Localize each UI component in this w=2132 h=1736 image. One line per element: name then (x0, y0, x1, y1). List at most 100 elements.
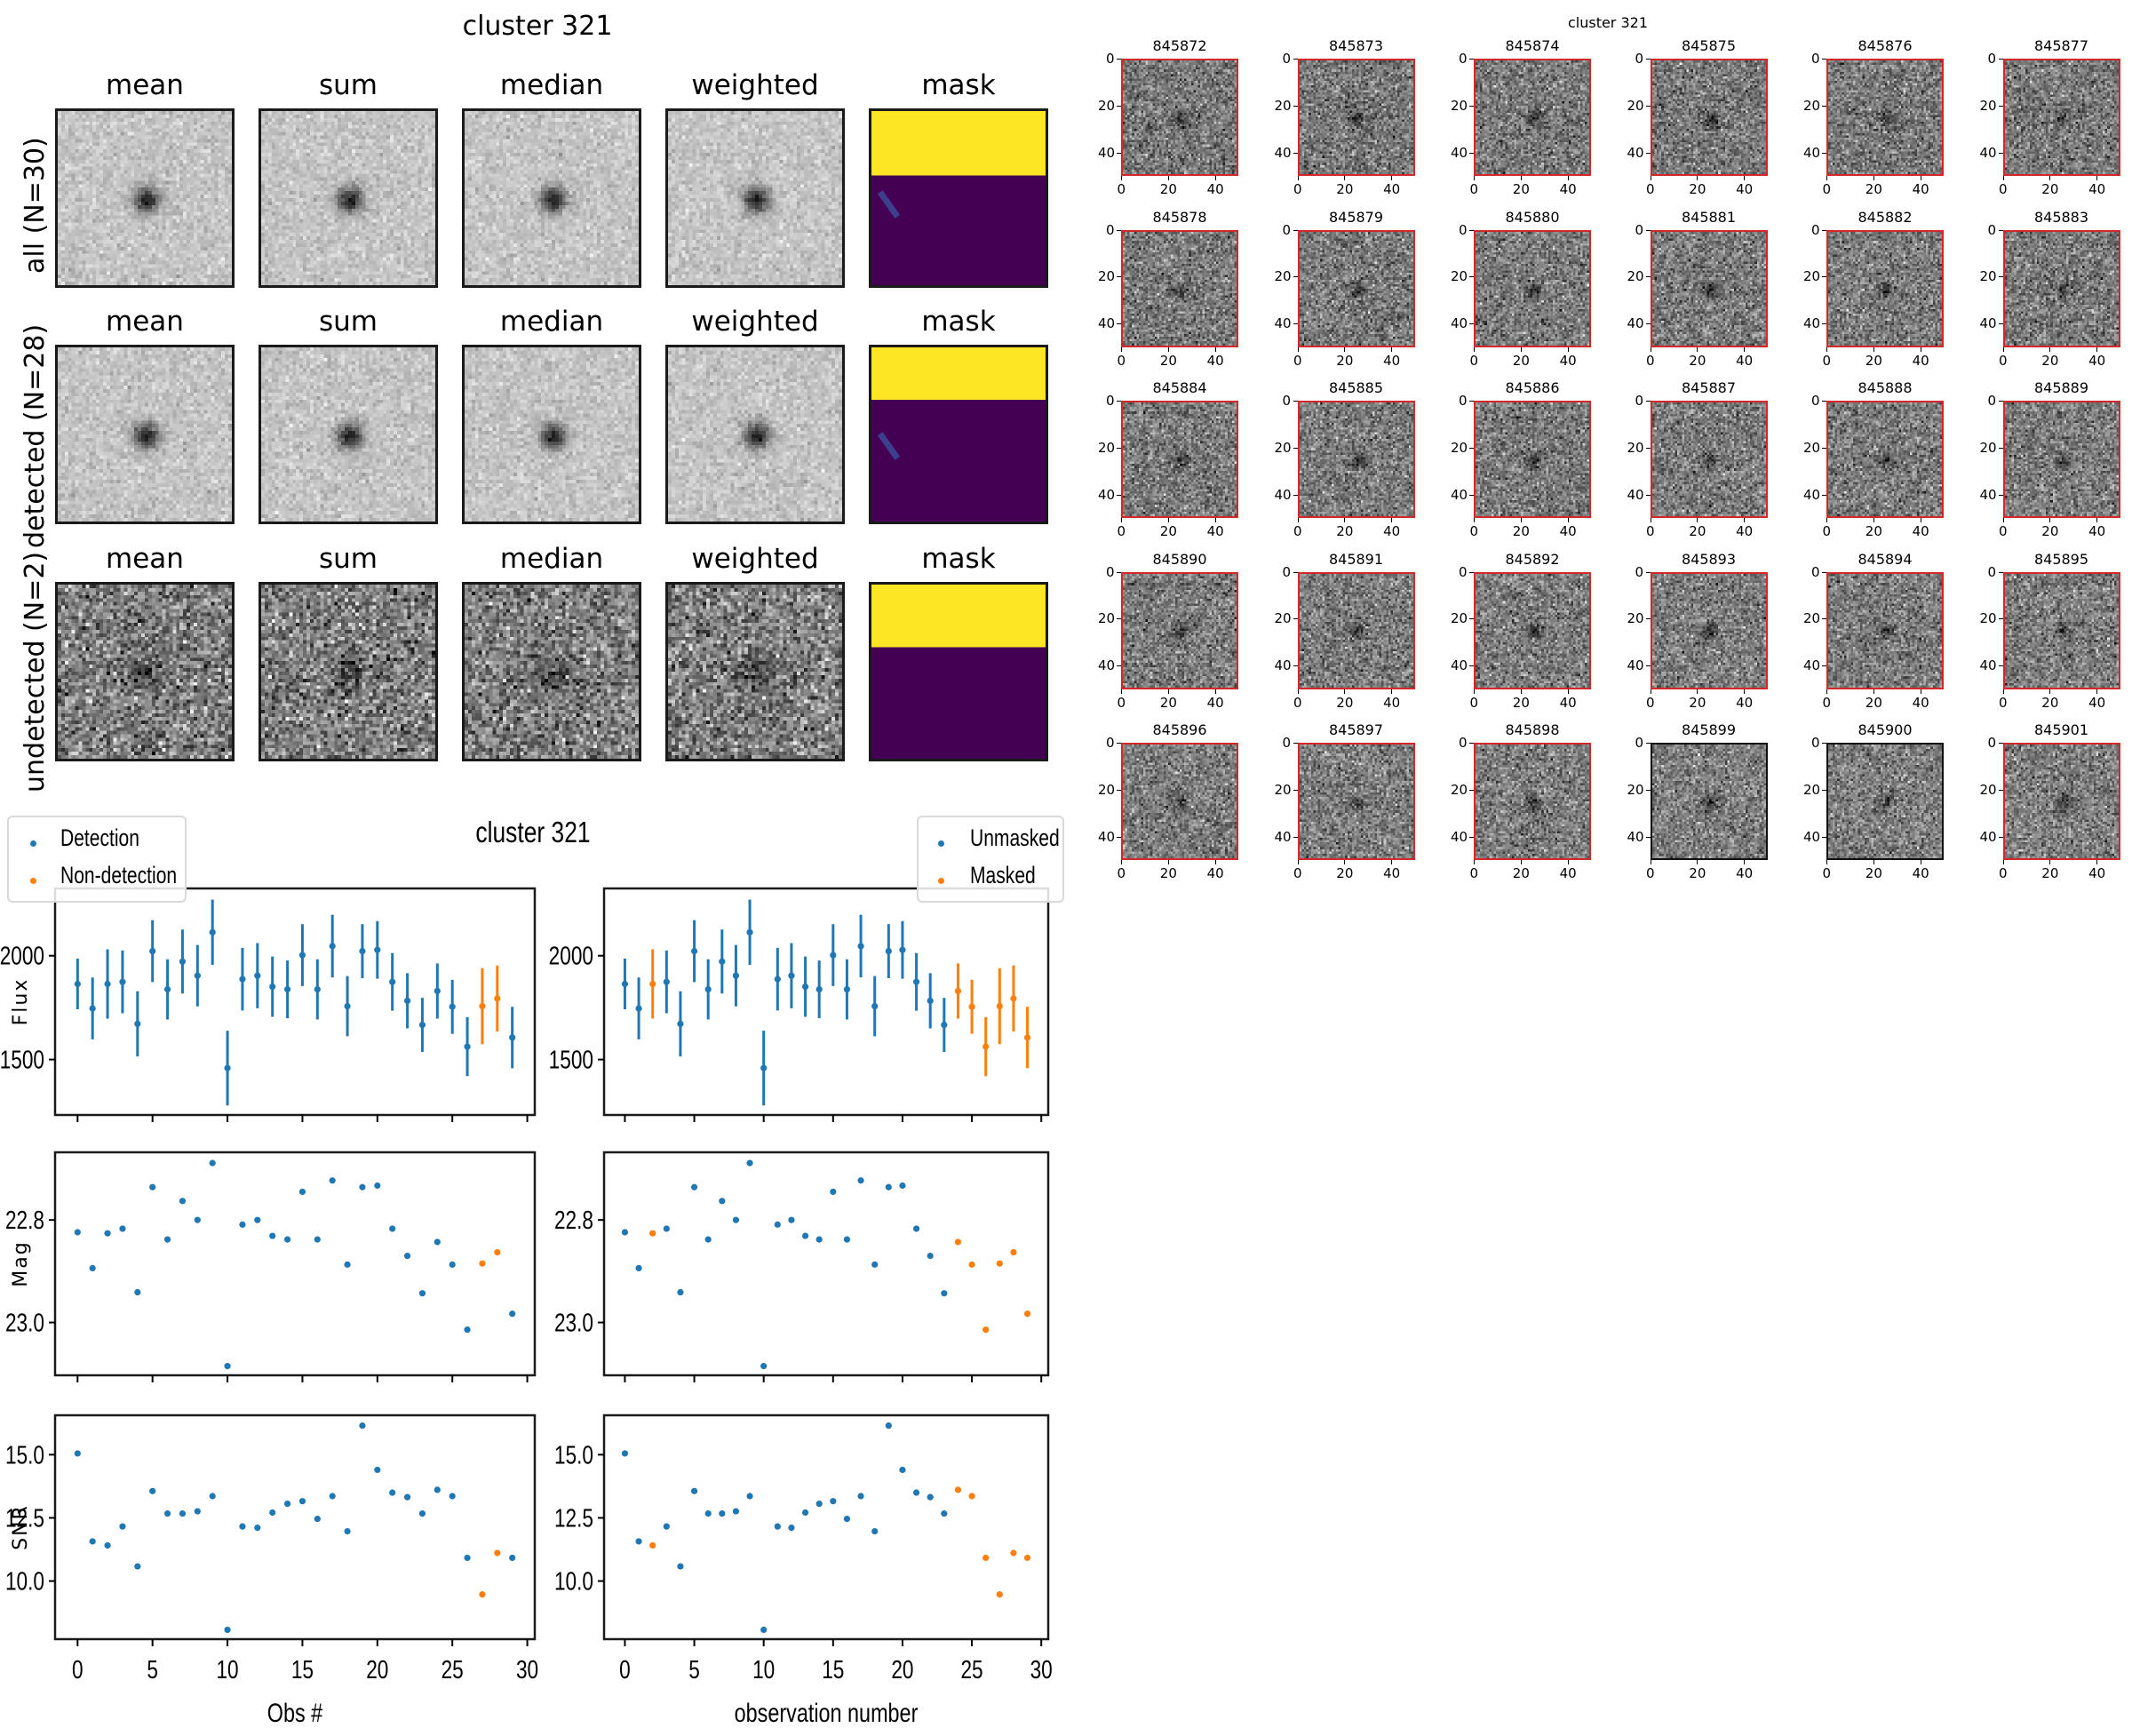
stamp-image-detected[interactable] (1650, 229, 1768, 347)
stamp-image-detected[interactable] (2002, 229, 2120, 347)
data-point (134, 1563, 141, 1570)
stamp-image-detected[interactable] (1650, 401, 1768, 518)
stamp-ytick (1469, 789, 1474, 791)
stamp-image-detected[interactable] (1121, 59, 1238, 176)
stamp-image-detected[interactable] (1121, 743, 1238, 860)
stamp-xtick-label: 20 (1159, 181, 1177, 197)
data-point (283, 985, 291, 993)
data-point (649, 1230, 656, 1237)
data-point (719, 958, 726, 965)
stamp-pixels (2004, 573, 2119, 688)
data-point (815, 985, 823, 993)
stamp-xtick (1697, 346, 1698, 352)
stamp-image-detected[interactable] (1297, 571, 1415, 689)
stamp-ytick (1822, 105, 1826, 107)
ylabel: Flux (10, 978, 32, 1026)
stamp-ytick (1998, 618, 2003, 620)
stamp-ytick (1293, 105, 1298, 107)
stamp-image-detected[interactable] (1297, 743, 1415, 860)
coadd-image-sum (259, 108, 438, 288)
coadd-image-median (462, 108, 641, 288)
stamp-xtick-label: 40 (2088, 865, 2106, 881)
stamp-image-undetected[interactable] (1650, 743, 1768, 860)
stamp-xtick-label: 0 (1293, 694, 1302, 711)
data-point (635, 1538, 642, 1545)
stamp-image-detected[interactable] (1121, 401, 1238, 518)
stamp-image-detected[interactable] (2002, 401, 2120, 518)
stamp-ytick (1293, 789, 1298, 791)
data-point (635, 1005, 642, 1012)
stamp-image-detected[interactable] (2002, 571, 2120, 689)
data-point (163, 985, 171, 993)
coadd-image-weighted (665, 582, 845, 761)
stamp-xtick-label: 0 (1469, 181, 1479, 197)
data-point (927, 1252, 934, 1260)
stamp-image-detected[interactable] (1121, 229, 1238, 347)
stamp-xtick-label: 0 (1469, 865, 1479, 881)
stamp-ytick (1822, 618, 1826, 620)
stamp-image-detected[interactable] (1650, 571, 1768, 689)
stamp-image-detected[interactable] (1474, 59, 1591, 176)
stamp-image-detected[interactable] (1121, 571, 1238, 689)
stamp-ytick-label: 20 (1803, 781, 1821, 798)
stamp-image-detected[interactable] (1474, 571, 1591, 689)
stamp-ytick-label: 40 (1627, 828, 1644, 845)
stamp-image-detected[interactable] (1297, 59, 1415, 176)
xtick-label: 20 (366, 1654, 388, 1684)
stamp-ytick (1117, 571, 1121, 573)
stamp-xtick (1297, 689, 1299, 694)
stamp-xtick-label: 20 (1336, 865, 1354, 881)
ytick-label: 23.0 (554, 1308, 593, 1337)
data-point (927, 997, 934, 1005)
stamp-ytick (1645, 152, 1651, 154)
data-point (941, 1290, 948, 1297)
data-point (690, 947, 698, 955)
stamp-image-detected[interactable] (1826, 571, 1944, 689)
stamp-ytick (1822, 571, 1826, 573)
stamp-ytick-label: 20 (1098, 781, 1116, 798)
stamp-image-detected[interactable] (1826, 401, 1944, 518)
data-point (982, 1326, 990, 1334)
stamp-image-detected[interactable] (1297, 229, 1415, 347)
stamp-ytick (1117, 789, 1121, 791)
stamp-id: 845894 (1858, 550, 1913, 568)
stamp-pixels (1476, 402, 1589, 516)
stamp-image-detected[interactable] (1474, 229, 1591, 347)
coadd-column-title: sum (319, 543, 378, 575)
stamp-image-detected[interactable] (1826, 229, 1944, 347)
coadd-column-title: median (499, 69, 604, 101)
stamp-pixels (1299, 231, 1413, 346)
data-point (254, 972, 261, 979)
stamp-image-undetected[interactable] (1826, 743, 1944, 860)
coadd-pixels (261, 347, 435, 522)
stamp-xtick (1167, 346, 1169, 352)
stamp-ytick-label: 0 (1987, 735, 1997, 751)
data-point (815, 1500, 823, 1508)
legend-unmasked-label: Unmasked (970, 824, 1060, 851)
data-point (982, 1554, 990, 1562)
stamp-image-detected[interactable] (2002, 743, 2120, 860)
stamp-pixels (1476, 573, 1589, 688)
stamp-image-detected[interactable] (1474, 401, 1591, 518)
stamp-ytick-label: 0 (1459, 393, 1468, 409)
coadd-image-median (462, 345, 641, 524)
stamp-image-detected[interactable] (1650, 59, 1768, 176)
stamp-id: 845898 (1505, 721, 1560, 738)
stamp-xtick-label: 40 (1736, 352, 1754, 369)
stamp-xtick (1873, 176, 1874, 180)
stamp-image-detected[interactable] (1826, 59, 1944, 176)
coadd-pixels (465, 347, 639, 522)
stamp-xtick (2049, 518, 2051, 522)
stamp-xtick (1297, 346, 1299, 352)
legend-detection-label: Detection (60, 824, 139, 851)
stamp-pixels (1651, 60, 1766, 174)
data-point (74, 980, 81, 988)
stamp-ytick (1822, 836, 1826, 838)
stamp-image-detected[interactable] (2002, 59, 2120, 176)
stamp-ytick-label: 0 (1811, 393, 1820, 409)
coadd-column-title: median (499, 306, 604, 338)
stamp-image-detected[interactable] (1474, 743, 1591, 860)
stamp-image-detected[interactable] (1297, 401, 1415, 518)
stamp-xtick-label: 20 (1159, 523, 1177, 539)
data-point (239, 976, 246, 983)
